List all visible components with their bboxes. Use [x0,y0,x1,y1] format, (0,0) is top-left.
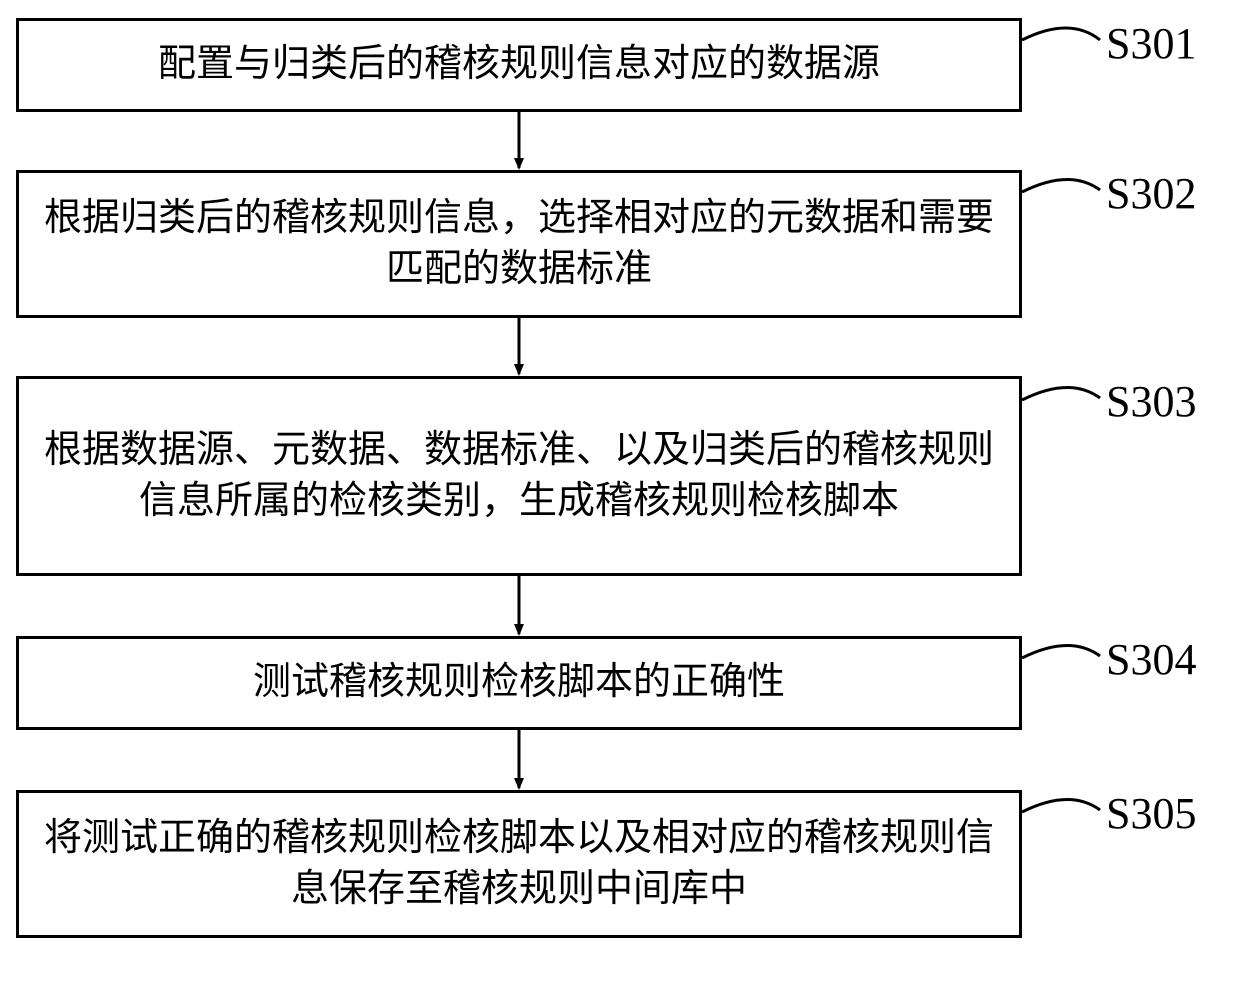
flow-label-s302: S302 [1106,168,1196,219]
flow-node-s301-text: 配置与归类后的稽核规则信息对应的数据源 [158,39,880,90]
connector-s304 [1022,645,1100,658]
flow-node-s301: 配置与归类后的稽核规则信息对应的数据源 [16,18,1022,112]
connector-s302 [1022,179,1100,192]
flow-node-s304-text: 测试稽核规则检核脚本的正确性 [253,657,785,708]
flow-node-s302-text: 根据归类后的稽核规则信息，选择相对应的元数据和需要匹配的数据标准 [39,193,999,296]
flow-label-s303: S303 [1106,376,1196,427]
connector-s301 [1022,28,1100,40]
flow-node-s304: 测试稽核规则检核脚本的正确性 [16,636,1022,730]
flow-node-s303: 根据数据源、元数据、数据标准、以及归类后的稽核规则信息所属的检核类别，生成稽核规… [16,376,1022,576]
flow-label-s301: S301 [1106,18,1196,69]
flow-node-s303-text: 根据数据源、元数据、数据标准、以及归类后的稽核规则信息所属的检核类别，生成稽核规… [39,425,999,528]
connector-s303 [1022,387,1100,400]
connector-s305 [1022,799,1100,812]
flow-node-s305: 将测试正确的稽核规则检核脚本以及相对应的稽核规则信息保存至稽核规则中间库中 [16,790,1022,938]
flow-node-s302: 根据归类后的稽核规则信息，选择相对应的元数据和需要匹配的数据标准 [16,170,1022,318]
flow-label-s305: S305 [1106,788,1196,839]
flowchart-diagram: 配置与归类后的稽核规则信息对应的数据源 S301 根据归类后的稽核规则信息，选择… [0,0,1240,982]
flow-label-s304: S304 [1106,634,1196,685]
flow-node-s305-text: 将测试正确的稽核规则检核脚本以及相对应的稽核规则信息保存至稽核规则中间库中 [39,813,999,916]
